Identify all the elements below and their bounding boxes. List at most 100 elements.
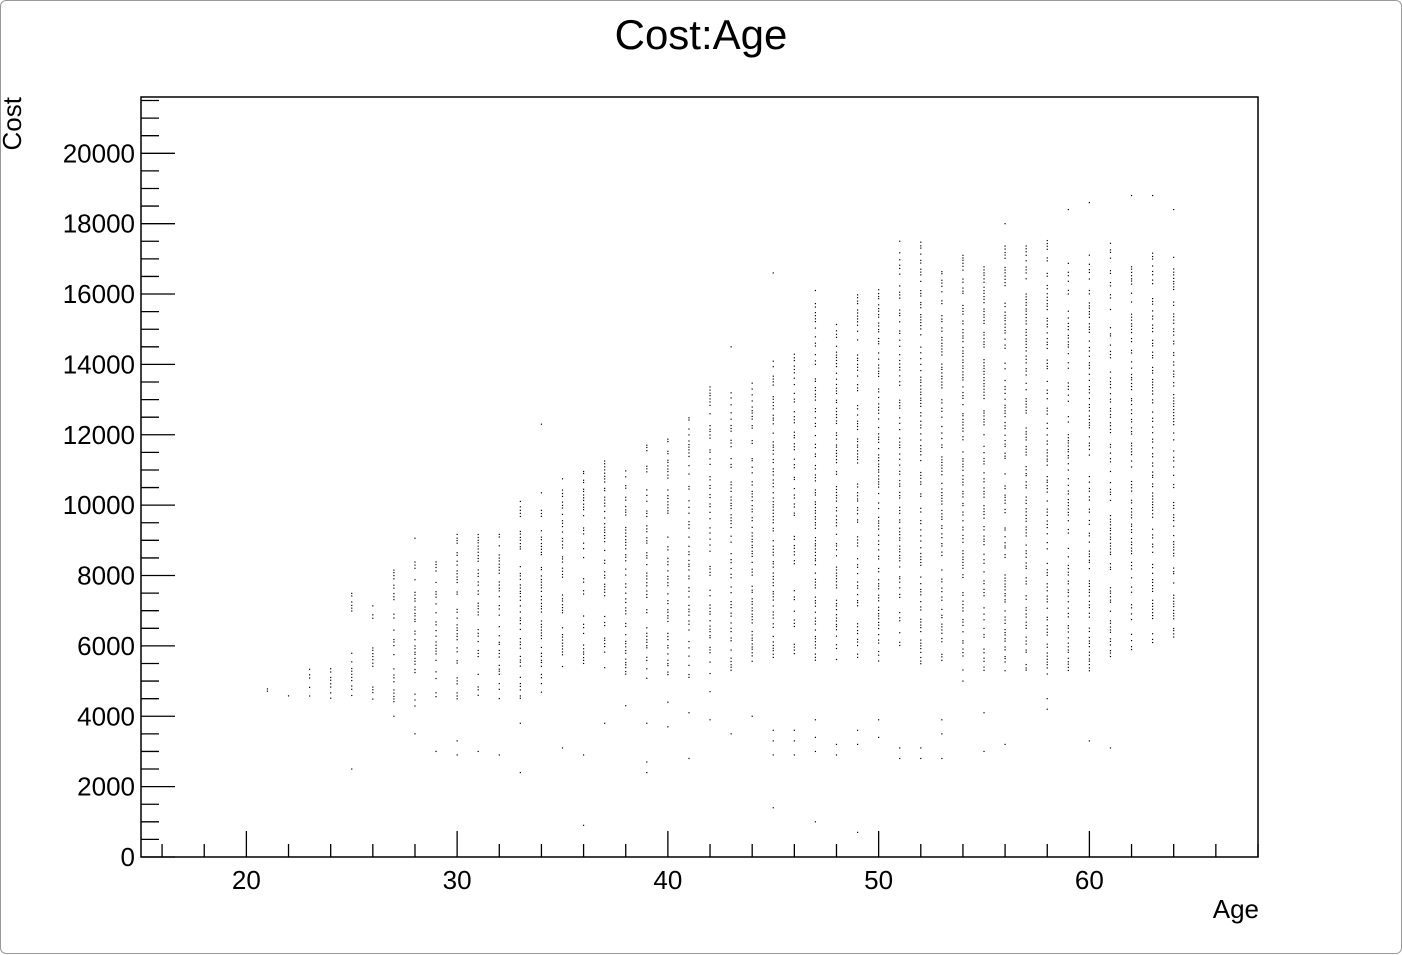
data-point — [983, 553, 985, 555]
data-point — [1046, 242, 1048, 245]
data-point — [835, 366, 838, 368]
data-point — [856, 605, 859, 607]
data-point — [625, 541, 627, 543]
data-point — [793, 560, 795, 562]
data-point — [498, 754, 500, 756]
data-point — [1046, 347, 1048, 350]
data-point — [878, 370, 880, 372]
data-point — [814, 611, 817, 613]
data-point — [1004, 545, 1006, 547]
data-point — [856, 593, 859, 596]
data-point — [772, 504, 774, 506]
data-point — [983, 481, 985, 483]
data-point — [625, 658, 627, 660]
data-point — [1173, 277, 1175, 279]
data-point — [1088, 496, 1090, 498]
data-point — [1088, 658, 1090, 660]
data-point — [604, 466, 606, 468]
data-point — [1130, 564, 1133, 567]
data-point — [667, 477, 669, 479]
data-point — [414, 653, 416, 655]
data-point — [1004, 646, 1006, 648]
data-point — [266, 690, 269, 692]
chart-title: Cost:Age — [615, 11, 788, 58]
data-point — [1088, 311, 1090, 313]
data-point — [814, 522, 817, 524]
data-point — [983, 472, 985, 474]
data-point — [540, 652, 543, 654]
data-point — [625, 485, 627, 487]
data-point — [878, 609, 880, 611]
data-point — [856, 500, 859, 502]
data-point — [962, 439, 964, 441]
data-point — [899, 593, 901, 595]
data-point — [899, 596, 901, 598]
data-point — [519, 572, 521, 575]
data-point — [646, 659, 648, 662]
data-point — [920, 471, 922, 474]
data-point — [941, 330, 943, 332]
data-point — [899, 485, 901, 487]
data-point — [1004, 502, 1006, 504]
data-point — [772, 554, 774, 556]
data-point — [983, 343, 985, 346]
data-point — [688, 554, 690, 556]
data-point — [920, 334, 922, 336]
data-point — [1046, 257, 1048, 259]
data-point — [941, 591, 943, 593]
data-point — [414, 597, 416, 600]
data-point — [983, 434, 985, 436]
data-point — [730, 603, 732, 606]
data-point — [962, 337, 964, 339]
data-point — [646, 572, 648, 574]
data-point — [1173, 456, 1175, 458]
data-point — [1130, 388, 1133, 391]
data-point — [941, 381, 943, 383]
data-point — [772, 650, 774, 652]
data-point — [667, 468, 669, 470]
data-point — [920, 523, 922, 525]
data-point — [561, 531, 564, 533]
data-point — [351, 601, 353, 603]
data-point — [941, 342, 943, 344]
data-point — [625, 634, 627, 636]
data-point — [814, 387, 817, 389]
data-point — [730, 559, 732, 561]
data-point — [540, 569, 543, 571]
data-point — [351, 604, 353, 607]
data-point — [1173, 501, 1175, 504]
data-point — [1130, 577, 1133, 579]
data-point — [477, 533, 479, 536]
x-tick-label: 40 — [653, 865, 682, 895]
data-point — [772, 641, 774, 643]
data-point — [1046, 293, 1048, 295]
data-point — [962, 307, 964, 310]
data-point — [456, 647, 458, 649]
data-point — [1088, 582, 1090, 585]
data-point — [1109, 428, 1112, 430]
data-point — [456, 552, 458, 554]
data-point — [1004, 583, 1006, 585]
data-point — [878, 597, 880, 599]
data-point — [899, 399, 901, 401]
y-axis-label: Cost — [1, 96, 27, 150]
data-point — [793, 554, 795, 556]
data-point — [1173, 546, 1175, 548]
data-point — [1004, 455, 1006, 457]
data-point — [1046, 698, 1048, 700]
data-point — [688, 536, 690, 538]
data-point — [1067, 394, 1069, 396]
data-point — [1109, 538, 1112, 540]
data-point — [983, 633, 985, 636]
data-point — [793, 599, 795, 601]
data-point — [730, 600, 732, 603]
data-point — [1130, 292, 1133, 294]
data-point — [920, 459, 922, 462]
data-point — [1088, 316, 1090, 318]
data-point — [814, 659, 817, 661]
data-point — [1025, 595, 1027, 597]
data-point — [1109, 416, 1112, 418]
data-point — [1109, 542, 1112, 544]
data-point — [835, 644, 838, 646]
data-point — [1067, 275, 1069, 277]
